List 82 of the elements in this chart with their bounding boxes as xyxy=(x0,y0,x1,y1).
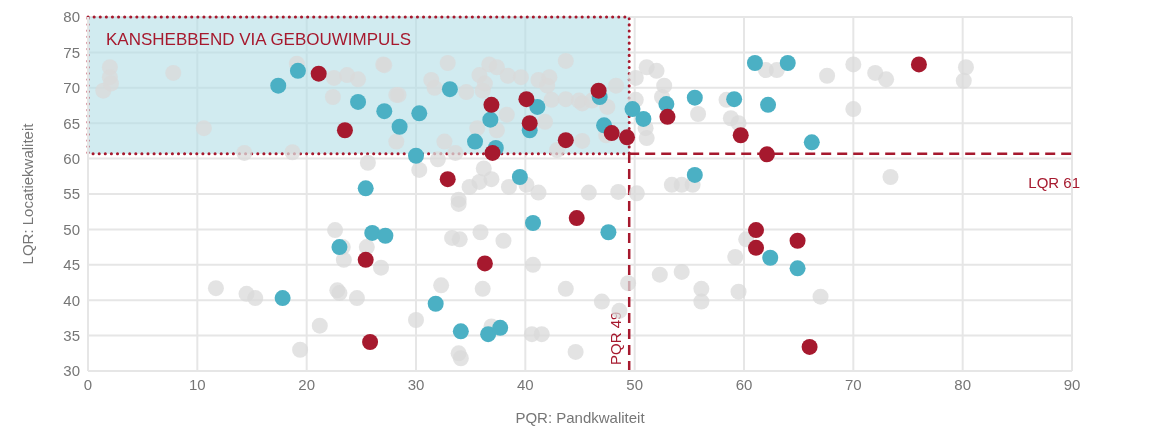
point xyxy=(408,147,424,164)
x-tick-label: 90 xyxy=(1063,375,1081,393)
ref-line-label: LQR 61 xyxy=(1028,173,1080,191)
point xyxy=(568,210,585,227)
y-tick-label: 45 xyxy=(63,256,80,274)
y-tick-label: 30 xyxy=(63,362,80,380)
point xyxy=(441,81,458,98)
x-axis-title: PQR: Pandkwaliteit xyxy=(515,409,646,426)
point xyxy=(762,249,779,266)
point xyxy=(364,224,381,241)
x-tick-label: 70 xyxy=(844,375,862,393)
point xyxy=(480,326,497,343)
point xyxy=(619,129,636,146)
point xyxy=(779,55,796,72)
band-label: KANSHEBBEND VIA GEBOUWIMPULS xyxy=(106,30,412,49)
point xyxy=(521,115,538,132)
point xyxy=(686,89,703,106)
y-tick-label: 75 xyxy=(63,43,80,61)
point xyxy=(659,108,676,125)
point xyxy=(484,144,501,161)
y-tick-label: 50 xyxy=(63,220,80,238)
point xyxy=(289,62,306,79)
point xyxy=(758,146,775,163)
point xyxy=(557,132,574,149)
point xyxy=(270,77,287,94)
y-tick-label: 80 xyxy=(63,8,80,26)
point xyxy=(377,227,394,244)
point xyxy=(336,122,353,139)
point xyxy=(310,65,327,82)
y-tick-label: 40 xyxy=(63,291,80,309)
x-tick-label: 40 xyxy=(516,375,534,393)
point xyxy=(362,333,379,350)
point xyxy=(600,224,617,241)
x-tick-label: 10 xyxy=(188,375,206,393)
point xyxy=(686,166,703,183)
point xyxy=(910,56,927,73)
point xyxy=(746,55,763,72)
point xyxy=(376,103,393,120)
y-tick-label: 60 xyxy=(63,149,80,167)
point xyxy=(603,125,620,142)
point xyxy=(411,105,428,122)
point xyxy=(789,232,806,249)
point xyxy=(357,251,374,268)
point xyxy=(748,222,765,239)
point xyxy=(391,118,408,135)
point xyxy=(635,110,652,127)
point xyxy=(726,91,743,108)
point xyxy=(439,171,456,188)
point xyxy=(452,323,469,340)
point xyxy=(482,111,499,128)
point xyxy=(524,215,541,232)
x-tick-label: 20 xyxy=(298,375,316,393)
point xyxy=(274,290,291,307)
point xyxy=(483,96,500,113)
point xyxy=(518,91,535,108)
point xyxy=(357,180,374,197)
point xyxy=(492,319,509,336)
ref-line-label: PQR 49 xyxy=(607,311,625,365)
y-axis-title: LQR: Locatiekwaliteit xyxy=(19,122,37,265)
x-tick-label: 30 xyxy=(407,375,425,393)
point xyxy=(789,260,806,277)
point xyxy=(511,169,528,186)
point xyxy=(467,133,484,150)
point xyxy=(624,101,641,118)
point xyxy=(350,93,367,110)
point xyxy=(476,255,493,272)
point xyxy=(803,134,820,151)
point xyxy=(748,239,765,256)
x-tick-label: 50 xyxy=(626,375,644,393)
point xyxy=(427,295,444,312)
y-tick-label: 70 xyxy=(63,79,80,97)
point xyxy=(760,96,777,113)
y-tick-label: 65 xyxy=(63,114,80,132)
y-tick-label: 55 xyxy=(63,185,80,203)
y-tick-label: 35 xyxy=(63,326,80,344)
x-tick-label: 80 xyxy=(954,375,972,393)
x-tick-label: 0 xyxy=(83,375,93,393)
point xyxy=(590,82,607,99)
x-tick-label: 60 xyxy=(735,375,753,393)
point xyxy=(529,98,546,115)
point xyxy=(732,127,749,144)
point xyxy=(801,338,818,355)
